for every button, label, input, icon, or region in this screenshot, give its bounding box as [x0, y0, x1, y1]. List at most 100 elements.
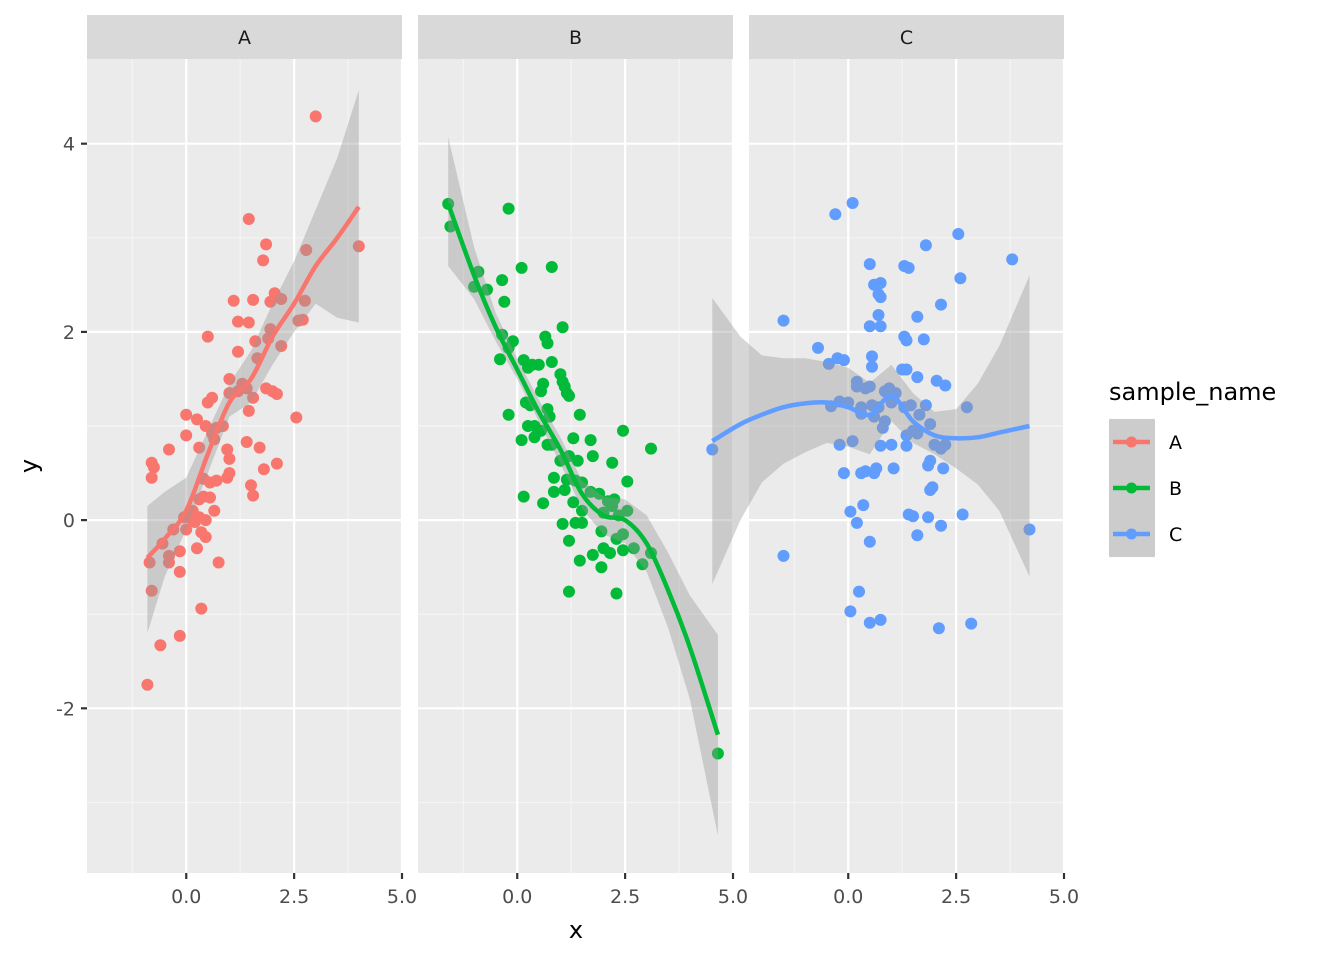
- data-point-A: [275, 293, 288, 305]
- data-point-B: [610, 587, 623, 600]
- data-point-C: [866, 360, 878, 373]
- data-point-A: [253, 441, 266, 454]
- facet-panel-B: B: [418, 15, 735, 873]
- data-point-C: [911, 529, 924, 542]
- data-point-C: [900, 363, 913, 376]
- data-point-C: [924, 418, 937, 431]
- data-point-C: [904, 399, 917, 412]
- data-point-A: [309, 110, 322, 123]
- legend-key-point-A: [1126, 436, 1137, 448]
- y-tick-label: 0: [63, 510, 75, 532]
- confidence-ribbon-A: [147, 90, 359, 634]
- data-point-C: [844, 505, 857, 518]
- data-point-A: [242, 213, 255, 225]
- data-point-B: [502, 202, 515, 215]
- x-axis-title: x: [569, 916, 583, 944]
- data-point-C: [777, 314, 790, 327]
- data-point-C: [874, 613, 887, 626]
- data-point-B: [547, 485, 560, 498]
- data-point-A: [270, 457, 283, 470]
- data-point-B: [593, 487, 606, 500]
- data-point-A: [154, 639, 167, 652]
- legend-key-point-B: [1126, 482, 1137, 494]
- data-point-B: [563, 534, 575, 547]
- x-tick-label: 0.0: [833, 886, 863, 908]
- data-point-B: [515, 261, 528, 274]
- data-point-B: [543, 410, 556, 423]
- data-point-A: [223, 373, 236, 385]
- data-point-B: [517, 490, 530, 503]
- data-point-B: [481, 283, 493, 296]
- data-point-C: [960, 401, 973, 414]
- data-point-A: [232, 315, 244, 328]
- data-point-A: [300, 244, 313, 256]
- data-point-C: [863, 535, 876, 548]
- data-point-A: [147, 461, 160, 474]
- data-point-A: [180, 429, 193, 442]
- facet-strip-B: [418, 15, 733, 59]
- data-point-A: [143, 556, 156, 569]
- data-point-B: [556, 517, 569, 530]
- data-point-B: [606, 456, 619, 469]
- x-tick-label: 5.0: [1049, 886, 1079, 908]
- data-point-A: [173, 565, 186, 578]
- data-point-C: [863, 258, 876, 271]
- data-point-A: [180, 408, 193, 421]
- data-point-B: [541, 337, 554, 350]
- data-point-B: [558, 484, 571, 496]
- data-point-C: [911, 427, 924, 440]
- data-point-C: [935, 298, 947, 311]
- data-point-B: [494, 353, 506, 366]
- confidence-ribbon-C: [712, 275, 1030, 585]
- legend-label-A: A: [1169, 432, 1182, 454]
- data-point-A: [221, 443, 234, 456]
- y-axis-title: y: [15, 459, 43, 473]
- data-point-B: [515, 434, 528, 447]
- data-point-B: [586, 548, 599, 561]
- data-point-A: [247, 293, 260, 306]
- data-point-B: [532, 358, 545, 371]
- data-point-A: [249, 335, 262, 348]
- data-point-A: [223, 452, 236, 465]
- data-point-B: [547, 471, 560, 484]
- data-point-A: [296, 313, 309, 326]
- facet-strip-label: A: [238, 27, 251, 49]
- data-point-B: [522, 420, 534, 432]
- data-point-C: [939, 438, 952, 451]
- data-point-B: [573, 408, 586, 421]
- facet-panel-A: A: [87, 15, 404, 873]
- data-point-C: [935, 519, 947, 532]
- data-point-B: [545, 261, 558, 273]
- data-point-C: [937, 462, 950, 475]
- data-point-A: [173, 545, 186, 558]
- data-point-C: [952, 228, 965, 240]
- y-axis-ticks: -2 0 2 4: [56, 134, 87, 720]
- data-point-C: [919, 399, 932, 412]
- data-point-B: [595, 525, 608, 538]
- data-point-A: [191, 413, 203, 426]
- smooth-line-C: [711, 393, 1030, 444]
- data-point-A: [242, 404, 255, 417]
- panel-background: [749, 59, 1064, 873]
- data-point-B: [711, 747, 724, 760]
- data-point-A: [145, 584, 158, 597]
- data-point-A: [245, 479, 257, 492]
- data-point-B: [595, 561, 608, 574]
- data-point-B: [576, 504, 588, 517]
- data-point-B: [571, 454, 584, 467]
- data-point-A: [275, 340, 288, 352]
- data-point-C: [863, 616, 876, 629]
- data-point-C: [863, 380, 876, 393]
- data-point-C: [853, 585, 865, 598]
- data-point-C: [1023, 523, 1036, 536]
- data-point-C: [900, 334, 913, 347]
- data-point-C: [885, 438, 898, 451]
- data-point-B: [604, 547, 616, 559]
- data-point-C: [917, 333, 930, 346]
- data-point-A: [201, 330, 214, 343]
- x-tick-label: 5.0: [387, 886, 417, 908]
- data-point-A: [193, 441, 206, 454]
- data-point-B: [567, 496, 580, 509]
- legend-label-C: C: [1169, 524, 1182, 546]
- data-point-C: [907, 510, 919, 523]
